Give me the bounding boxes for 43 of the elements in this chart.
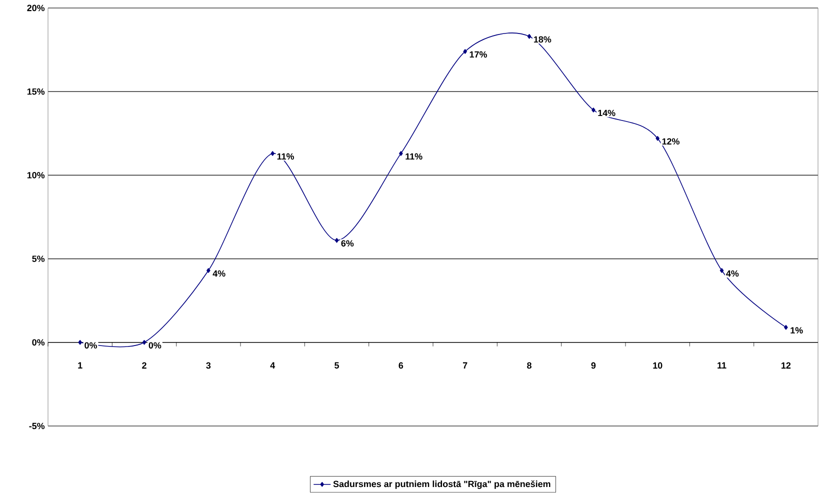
x-tick-label: 10 xyxy=(653,362,662,369)
point xyxy=(399,151,403,156)
y-tick-label: 20% xyxy=(27,5,45,12)
legend-label: Sadursmes ar putniem lidostā "Rīga" pa mēnešiem xyxy=(333,480,550,490)
data-label: 6% xyxy=(341,240,354,247)
point xyxy=(270,151,274,156)
point xyxy=(784,325,788,330)
y-tick-label: 10% xyxy=(27,172,45,179)
x-tick-label: 7 xyxy=(462,362,468,369)
data-label: 4% xyxy=(212,270,226,277)
data-label: 11% xyxy=(406,154,422,160)
x-tick-label: 6 xyxy=(398,362,404,369)
point xyxy=(527,34,532,40)
data-label: 12% xyxy=(662,138,680,145)
point xyxy=(78,340,82,346)
point xyxy=(142,340,146,346)
point xyxy=(656,136,660,142)
point xyxy=(334,238,339,244)
x-tick-label: 11 xyxy=(718,362,726,369)
x-tick-label: 3 xyxy=(206,362,211,369)
data-label: 17% xyxy=(470,52,487,58)
x-tick-label: 5 xyxy=(334,362,339,369)
data-label: 14% xyxy=(598,110,616,116)
x-tick-label: 12 xyxy=(782,362,791,369)
point xyxy=(720,268,724,274)
data-label: 1% xyxy=(790,327,803,334)
y-tick-label: 5% xyxy=(32,256,45,262)
data-label: 11% xyxy=(277,154,294,160)
data-label: 18% xyxy=(534,36,552,43)
x-tick-label: 2 xyxy=(142,362,146,369)
data-label: 0% xyxy=(84,342,97,349)
y-tick-label: 15% xyxy=(27,88,45,95)
x-tick-label: 9 xyxy=(591,362,596,369)
data-label: 0% xyxy=(148,342,162,349)
y-tick-label: 0% xyxy=(32,339,45,346)
point xyxy=(592,108,596,113)
data-label: 4% xyxy=(726,270,739,277)
y-tick-label: -5% xyxy=(29,423,45,430)
x-tick-label: 4 xyxy=(270,362,276,369)
point xyxy=(206,268,210,274)
x-tick-label: 1 xyxy=(78,362,82,369)
x-tick-label: 8 xyxy=(527,362,532,369)
point xyxy=(463,49,467,54)
